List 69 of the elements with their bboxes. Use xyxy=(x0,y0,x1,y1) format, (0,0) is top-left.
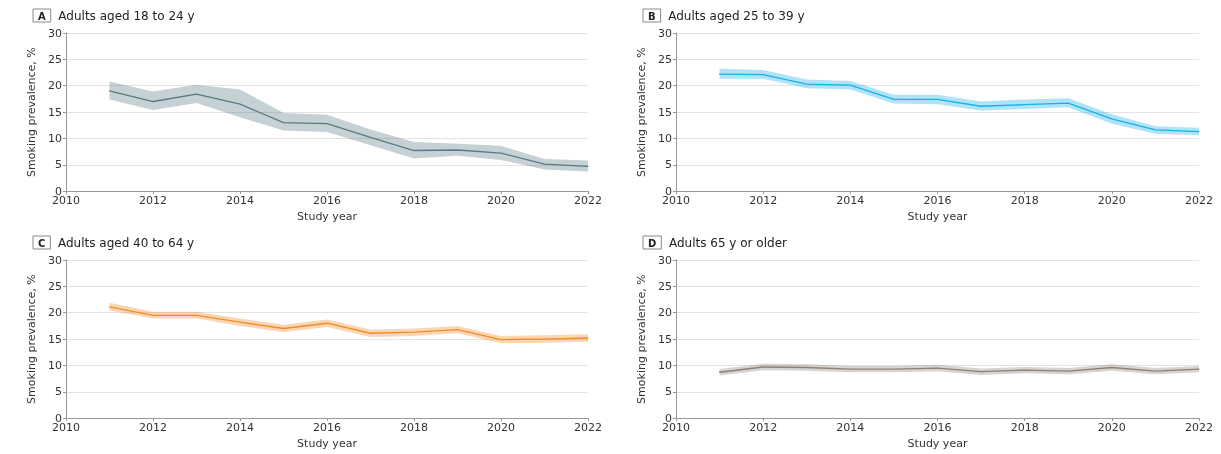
x-tick-label: 2018 xyxy=(400,421,428,435)
x-axis-title: Study year xyxy=(297,210,358,223)
x-tick-label: 2018 xyxy=(1010,421,1039,435)
text: C xyxy=(38,237,46,249)
y-tick-label: 10 xyxy=(48,131,62,145)
x-tick-label: 2016 xyxy=(923,421,952,435)
x-tick-label: 2014 xyxy=(836,421,865,435)
y-tick-label: 30 xyxy=(658,253,672,267)
chart-title: Adults aged 18 to 24 y xyxy=(50,8,195,23)
y-tick-label: 15 xyxy=(658,105,672,119)
chart-title: Adults aged 40 to 64 y xyxy=(50,235,195,250)
y-tick-label: 5 xyxy=(665,158,672,172)
line-series xyxy=(108,90,589,167)
y-tick-label: 30 xyxy=(658,26,672,40)
x-tick-label: 2022 xyxy=(1185,194,1213,208)
y-tick-label: 15 xyxy=(658,332,672,346)
text: A xyxy=(38,10,46,22)
x-tick-label: 2010 xyxy=(662,421,690,435)
y-tick-label: 15 xyxy=(48,105,62,119)
y-axis-title: Smoking prevalence, % xyxy=(635,274,649,404)
x-tick-label: 2012 xyxy=(749,421,778,435)
chart-title: Adults aged 25 to 39 y xyxy=(660,8,805,23)
y-tick-label: 20 xyxy=(48,79,62,93)
x-tick-label: 2012 xyxy=(749,194,778,208)
text: B xyxy=(648,10,656,22)
x-tick-label: 2012 xyxy=(139,421,167,435)
x-tick-label: 2020 xyxy=(1097,421,1126,435)
y-tick-label: 20 xyxy=(658,79,672,93)
y-axis-title: Smoking prevalence, % xyxy=(635,47,649,177)
y-tick-label: 30 xyxy=(48,253,62,267)
x-tick-label: 2014 xyxy=(226,421,254,435)
x-tick-label: 2020 xyxy=(487,421,515,435)
x-tick-label: 2016 xyxy=(313,421,341,435)
x-tick-label: 2012 xyxy=(139,194,167,208)
x-tick-label: 2010 xyxy=(662,194,690,208)
y-tick-label: 15 xyxy=(48,332,62,346)
y-tick-label: 5 xyxy=(55,385,62,399)
x-tick-label: 2018 xyxy=(400,194,428,208)
chart-title: Adults 65 y or older xyxy=(661,235,788,250)
y-tick-label: 5 xyxy=(665,385,672,399)
x-tick-label: 2014 xyxy=(836,194,865,208)
x-axis-title: Study year xyxy=(297,437,358,450)
y-tick-label: 25 xyxy=(48,279,62,293)
y-axis-title: Smoking prevalence, % xyxy=(25,47,39,177)
y-tick-label: 25 xyxy=(658,279,672,293)
y-tick-label: 5 xyxy=(55,158,62,172)
x-axis-title: Study year xyxy=(907,210,968,223)
y-tick-label: 10 xyxy=(658,131,672,145)
y-tick-label: 30 xyxy=(48,26,62,40)
y-tick-label: 25 xyxy=(658,52,672,66)
y-tick-label: 20 xyxy=(658,306,672,320)
y-tick-label: 10 xyxy=(48,358,62,372)
x-tick-label: 2014 xyxy=(226,194,254,208)
x-axis-title: Study year xyxy=(907,437,968,450)
y-tick-label: 25 xyxy=(48,52,62,66)
x-tick-label: 2018 xyxy=(1010,194,1039,208)
y-tick-label: 20 xyxy=(48,306,62,320)
y-tick-label: 10 xyxy=(658,358,672,372)
x-tick-label: 2016 xyxy=(313,194,341,208)
x-tick-label: 2016 xyxy=(923,194,952,208)
x-tick-label: 2010 xyxy=(52,194,80,208)
x-tick-label: 2020 xyxy=(487,194,515,208)
x-tick-label: 2022 xyxy=(574,194,602,208)
text: D xyxy=(648,237,657,249)
y-axis-title: Smoking prevalence, % xyxy=(25,274,39,404)
x-tick-label: 2010 xyxy=(52,421,80,435)
x-tick-label: 2022 xyxy=(1185,421,1213,435)
x-tick-label: 2022 xyxy=(574,421,602,435)
x-tick-label: 2020 xyxy=(1097,194,1126,208)
